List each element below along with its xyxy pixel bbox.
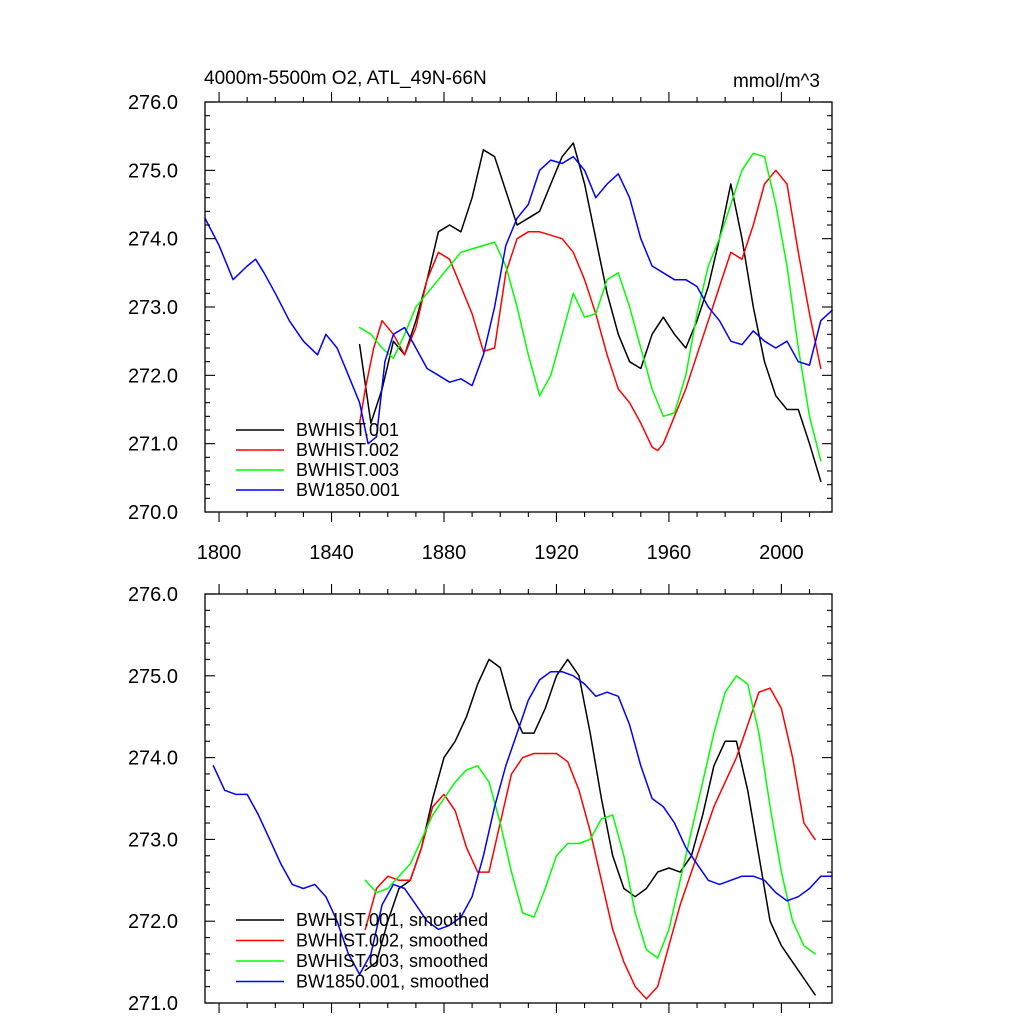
bottom-series-line-2: [364, 687, 816, 1000]
top-y-tick-label: 276.0: [128, 92, 178, 114]
top-x-tick-label: 1960: [647, 542, 692, 564]
units-label: mmol/m^3: [733, 71, 820, 92]
chart-title: 4000m-5500m O2, ATL_49N-66N: [204, 68, 487, 89]
top-x-tick-label: 1920: [534, 542, 579, 564]
top-y-tick-label: 270.0: [128, 502, 178, 524]
top-x-tick-label: 1880: [422, 542, 467, 564]
top-x-tick-label: 1840: [309, 542, 354, 564]
bottom-legend-label: BWHIST.002, smoothed: [296, 931, 488, 951]
bottom-y-tick-label: 276.0: [128, 584, 178, 606]
bottom-legend-label: BWHIST.003, smoothed: [296, 951, 488, 971]
top-y-tick-label: 274.0: [128, 229, 178, 251]
top-y-tick-label: 273.0: [128, 297, 178, 319]
top-legend-label: BWHIST.002: [296, 440, 399, 460]
top-series-line-2: [358, 169, 822, 452]
bottom-plot-frame: [204, 593, 833, 1004]
top-legend-label: BWHIST.003: [296, 460, 399, 480]
top-series-line-4: [204, 155, 833, 445]
bottom-chart-plot-area: 271.0 272.0 273.0 274.0 275.0 276.0: [128, 584, 833, 1015]
top-x-tick-label: 1800: [197, 542, 242, 564]
bottom-legend-label: BW1850.001, smoothed: [296, 972, 489, 992]
top-series-line-3: [358, 152, 822, 462]
top-chart: 270.0 271.0 272.0 273.0 274.0 275.0 276.0 1800 1…: [128, 92, 833, 564]
bottom-series-line-4: [212, 670, 833, 976]
bottom-y-tick-label: 271.0: [128, 993, 178, 1015]
bottom-chart: 271.0 272.0 273.0 274.0 275.0 276.0 BWHIST.00…: [128, 584, 833, 1015]
bottom-y-tick-label: 272.0: [128, 911, 178, 933]
top-series-line-1: [358, 142, 822, 483]
top-legend-label: BWHIST.001: [296, 420, 399, 440]
top-y-tick-label: 275.0: [128, 160, 178, 182]
bottom-series-line-3: [364, 675, 816, 959]
bottom-y-tick-label: 274.0: [128, 748, 178, 770]
bottom-legend-label: BWHIST.001, smoothed: [296, 910, 488, 930]
bottom-y-tick-label: 275.0: [128, 666, 178, 688]
bottom-y-tick-label: 273.0: [128, 829, 178, 851]
top-y-tick-label: 272.0: [128, 365, 178, 387]
top-x-tick-label: 2000: [759, 542, 804, 564]
bottom-series-line-1: [364, 658, 816, 996]
top-legend-label: BW1850.001: [296, 480, 400, 500]
top-chart-plot-area: 270.0 271.0 272.0 273.0 274.0 275.0 276.0 1800 1…: [128, 92, 833, 564]
top-y-tick-label: 271.0: [128, 434, 178, 456]
